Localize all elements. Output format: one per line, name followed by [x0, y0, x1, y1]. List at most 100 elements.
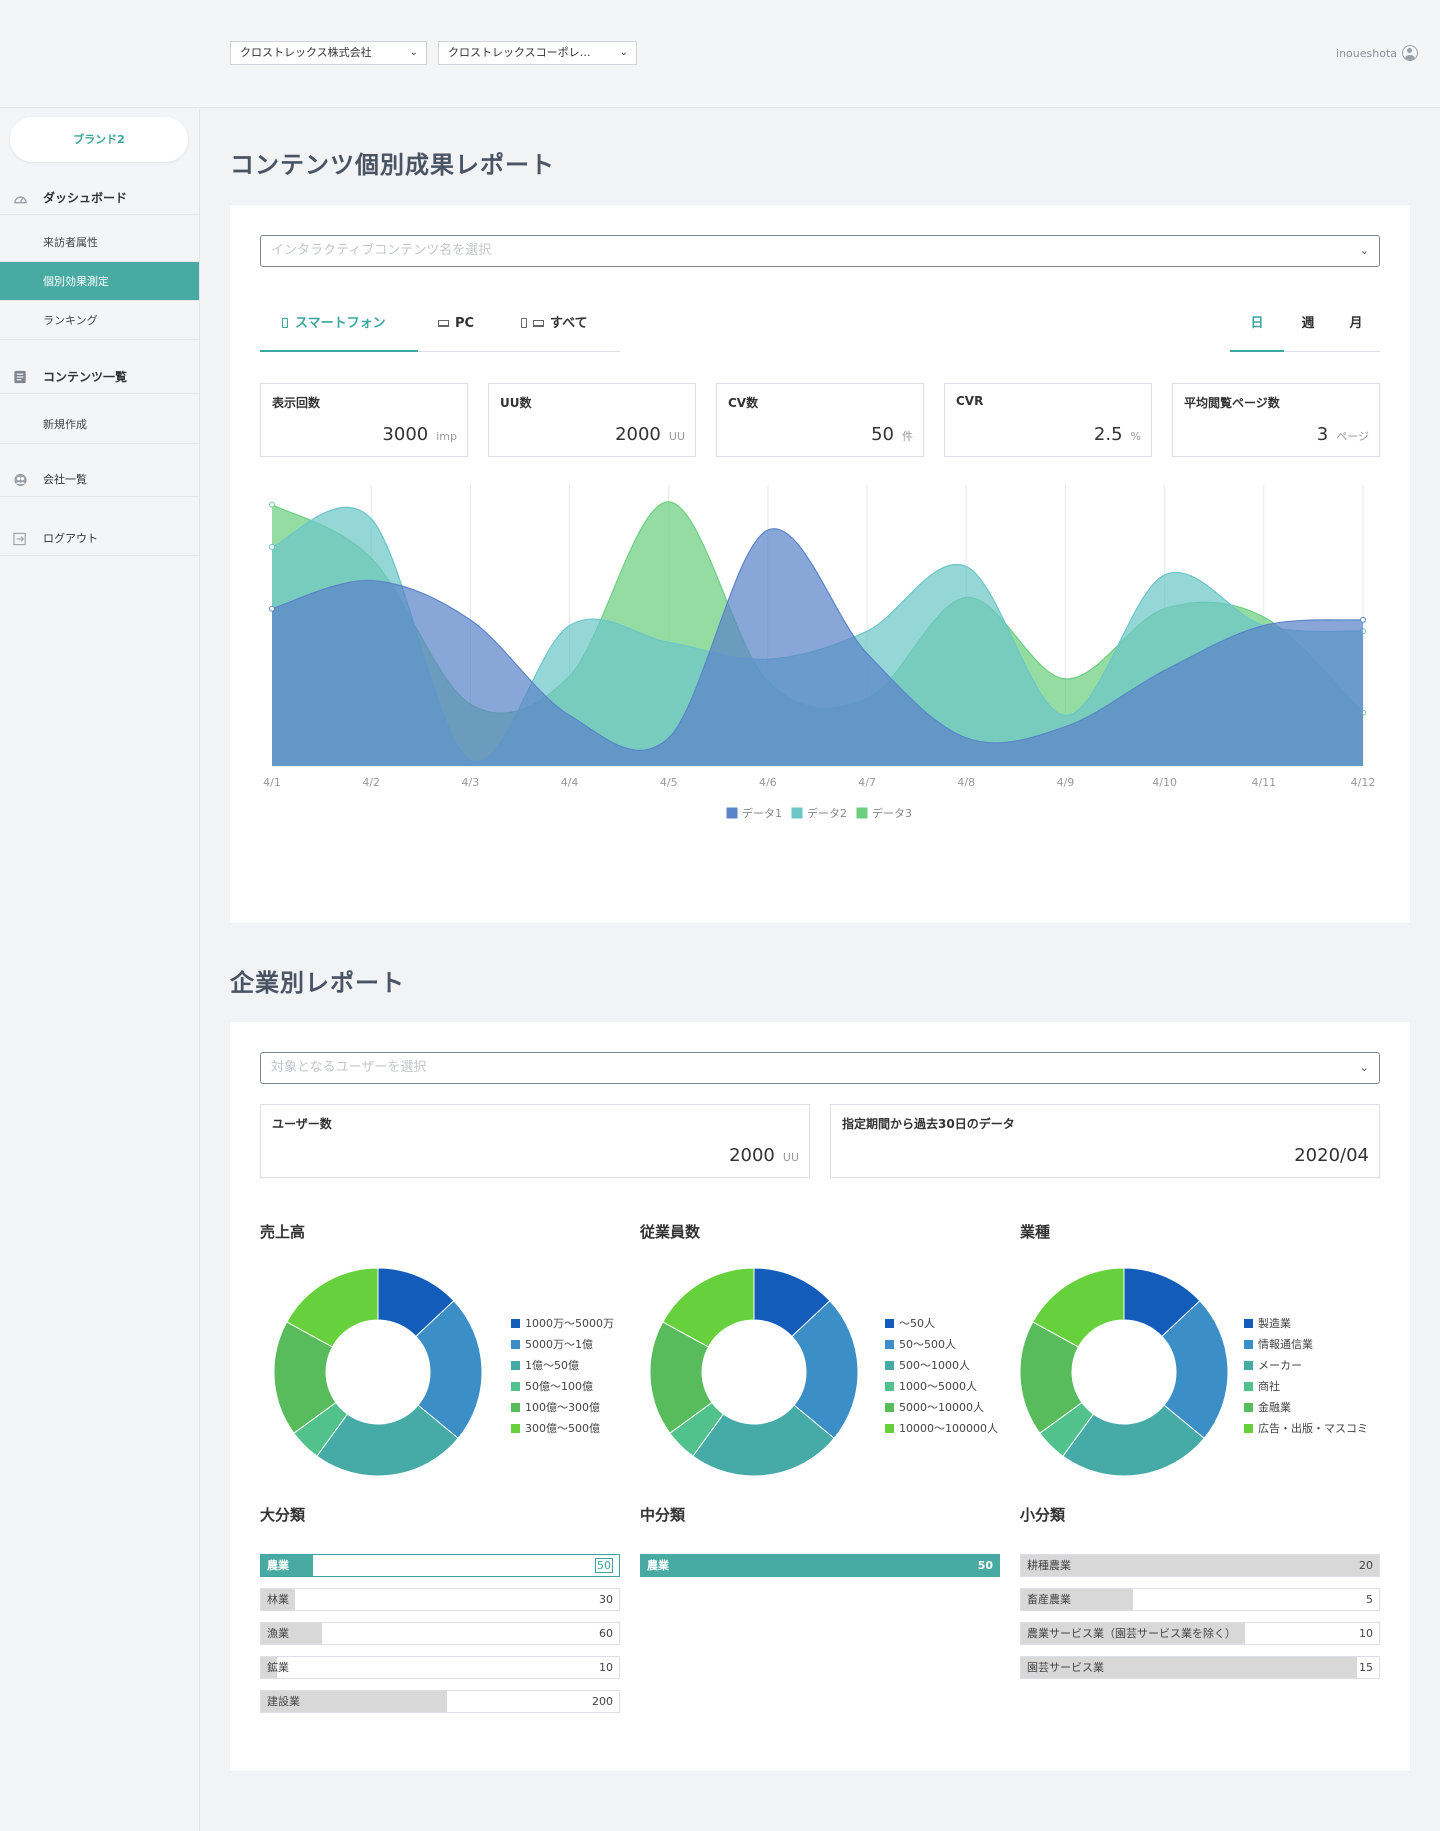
legend-swatch — [511, 1382, 520, 1391]
legend-swatch — [885, 1382, 894, 1391]
x-tick-label: 4/2 — [362, 776, 380, 789]
sidebar-item-new-create[interactable]: 新規作成 — [0, 405, 199, 444]
bar-row[interactable]: 園芸サービス業 15 — [1020, 1656, 1380, 1679]
legend-item: 1000〜5000人 — [885, 1376, 998, 1397]
bar-value: 20 — [1359, 1559, 1373, 1572]
tab-pc[interactable]: PC — [438, 301, 474, 352]
donut-slice — [692, 1404, 835, 1477]
sidebar-item-label: 新規作成 — [43, 418, 87, 431]
legend-label: 1000〜5000人 — [899, 1380, 977, 1393]
sidebar-item-ranking[interactable]: ランキング — [0, 301, 199, 340]
legend-label: 10000〜100000人 — [899, 1422, 998, 1435]
bar-fill — [1021, 1589, 1133, 1610]
bar-row[interactable]: 漁業 60 — [260, 1622, 620, 1645]
legend-swatch — [885, 1361, 894, 1370]
user-select-placeholder: 対象となるユーザーを選択 — [271, 1060, 427, 1075]
bar-value: 5 — [1366, 1593, 1373, 1606]
legend-item: 広告・出版・マスコミ — [1244, 1418, 1368, 1439]
chart-legend: データ1 データ2 データ3 — [726, 806, 912, 820]
user-menu[interactable]: inoueshota — [1336, 45, 1418, 61]
donut-chart-sales — [273, 1267, 483, 1477]
bar-label: 鉱業 — [267, 1661, 289, 1674]
legend-swatch — [726, 807, 738, 819]
legend-item: 5000〜10000人 — [885, 1397, 998, 1418]
donut-title-sales: 売上高 — [260, 1223, 306, 1241]
x-tick-label: 4/3 — [462, 776, 480, 789]
bar-row[interactable]: 農業 50 — [640, 1554, 1000, 1577]
bar-label: 耕種農業 — [1027, 1559, 1071, 1572]
bar-row[interactable]: 耕種農業 20 — [1020, 1554, 1380, 1577]
donut-slice — [1062, 1404, 1205, 1477]
middle-category-title: 中分類 — [640, 1506, 686, 1524]
legend-swatch — [885, 1340, 894, 1349]
bar-row[interactable]: 林業 30 — [260, 1588, 620, 1611]
donut-legend-sales: 1000万〜5000万 5000万〜1億 1億〜50億 50億〜100億 100億〜30… — [511, 1313, 614, 1439]
legend-label: データ2 — [807, 806, 847, 820]
legend-label: 500〜1000人 — [899, 1359, 970, 1372]
legend-swatch — [511, 1340, 520, 1349]
stat-value: 2000 — [729, 1145, 775, 1166]
legend-label: 1億〜50億 — [525, 1359, 579, 1372]
stat-label: 指定期間から過去30日のデータ — [842, 1117, 1015, 1131]
legend-swatch — [791, 807, 803, 819]
legend-label: 商社 — [1258, 1380, 1280, 1393]
sidebar-item-dashboard[interactable]: ダッシュボード — [0, 181, 199, 215]
donut-slice — [662, 1267, 755, 1348]
legend-label: 広告・出版・マスコミ — [1258, 1422, 1368, 1435]
company-select[interactable]: クロストレックス株式会社 ⌄ — [230, 41, 427, 65]
bar-row[interactable]: 農業 50 — [260, 1554, 620, 1577]
legend-swatch — [511, 1361, 520, 1370]
x-tick-label: 4/9 — [1057, 776, 1075, 789]
legend-swatch — [856, 807, 868, 819]
sidebar-item-logout[interactable]: ログアウト — [0, 522, 199, 556]
tab-month[interactable]: 月 — [1349, 316, 1363, 331]
tab-all[interactable]: すべて — [521, 301, 588, 352]
laptop-icon — [533, 320, 544, 327]
stat-avg-pages: 平均閲覧ページ数 3 ページ — [1172, 383, 1380, 457]
legend-label: データ3 — [872, 806, 912, 820]
company-select-value: クロストレックス株式会社 — [240, 46, 372, 59]
tab-label: すべて — [550, 316, 588, 331]
legend-swatch — [1244, 1340, 1253, 1349]
legend-item: 製造業 — [1244, 1313, 1368, 1334]
data-point — [269, 605, 275, 612]
x-tick-label: 4/1 — [263, 776, 281, 789]
bar-row[interactable]: 農業サービス業（園芸サービス業を除く） 10 — [1020, 1622, 1380, 1645]
x-tick-label: 4/5 — [660, 776, 678, 789]
content-select[interactable]: インタラクティブコンテンツ名を選択 ⌄ — [260, 235, 1380, 267]
bar-row[interactable]: 鉱業 10 — [260, 1656, 620, 1679]
sidebar-item-company-list[interactable]: 会社一覧 — [0, 463, 199, 497]
minor-category-title: 小分類 — [1020, 1506, 1066, 1524]
stat-unit: ページ — [1336, 430, 1369, 443]
bar-row[interactable]: 畜産農業 5 — [1020, 1588, 1380, 1611]
tab-smartphone[interactable]: スマートフォン — [260, 301, 418, 352]
stat-value: 3 — [1316, 424, 1329, 445]
stat-label: 平均閲覧ページ数 — [1184, 396, 1280, 410]
bar-label: 漁業 — [267, 1627, 289, 1640]
bar-label: 園芸サービス業 — [1027, 1661, 1104, 1674]
series-area-1 — [272, 528, 1363, 766]
brand-select[interactable]: クロストレックスコーポレ… ⌄ — [438, 41, 637, 65]
donut-chart-industry — [1019, 1267, 1229, 1477]
bar-label: 農業 — [267, 1559, 289, 1572]
sidebar-item-individual-effect[interactable]: 個別効果測定 — [0, 262, 199, 301]
donut-title-industry: 業種 — [1020, 1223, 1051, 1241]
section-title: 企業別レポート — [230, 969, 405, 997]
stat-unit: % — [1130, 430, 1141, 443]
user-select[interactable]: 対象となるユーザーを選択 ⌄ — [260, 1052, 1380, 1084]
data-point — [1360, 616, 1366, 623]
donut-slice — [1161, 1300, 1229, 1439]
sidebar-item-content-list[interactable]: コンテンツ一覧 — [0, 360, 199, 394]
tab-day[interactable]: 日 — [1230, 301, 1284, 352]
bar-row[interactable]: 建設業 200 — [260, 1690, 620, 1713]
bar-fill — [261, 1555, 313, 1576]
sidebar-item-label: 来訪者属性 — [43, 236, 98, 249]
tab-week[interactable]: 週 — [1301, 316, 1315, 331]
sidebar-item-visitor-attributes[interactable]: 来訪者属性 — [0, 223, 199, 262]
tab-label: PC — [455, 316, 475, 331]
bar-fill — [261, 1589, 295, 1610]
brand-pill[interactable]: ブランド2 — [10, 117, 188, 162]
stat-value: 2020/04 — [1294, 1145, 1369, 1166]
stat-label: ユーザー数 — [272, 1117, 332, 1131]
donut-legend-industry: 製造業 情報通信業 メーカー 商社 金融業 広告・出版・マスコミ — [1244, 1313, 1368, 1439]
